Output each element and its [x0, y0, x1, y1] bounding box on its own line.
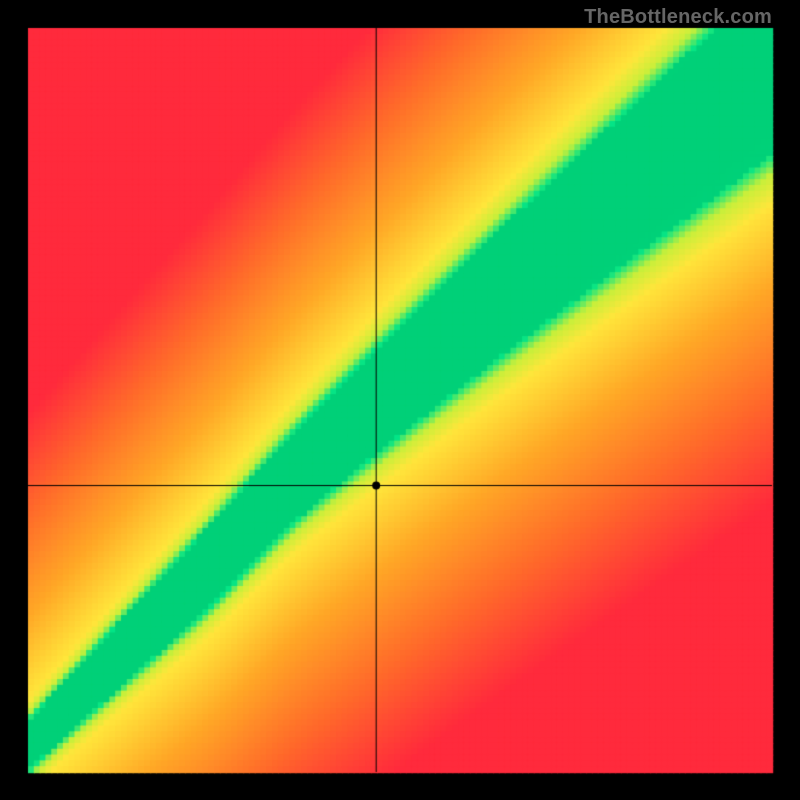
bottleneck-heatmap-canvas — [0, 0, 800, 800]
chart-stage: TheBottleneck.com — [0, 0, 800, 800]
watermark-text: TheBottleneck.com — [584, 6, 772, 29]
